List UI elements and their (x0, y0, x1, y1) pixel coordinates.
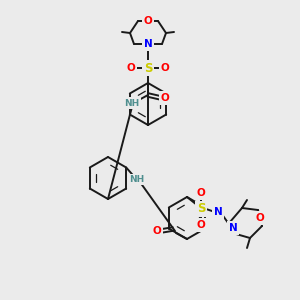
Text: O: O (160, 93, 169, 103)
Text: O: O (196, 188, 206, 198)
Text: O: O (127, 63, 135, 73)
Text: NH: NH (124, 98, 140, 107)
Text: N: N (214, 207, 222, 217)
Text: O: O (153, 226, 161, 236)
Text: S: S (144, 61, 152, 74)
Text: N: N (144, 39, 152, 49)
Text: O: O (256, 213, 264, 223)
Text: N: N (229, 223, 237, 233)
Text: O: O (196, 220, 206, 230)
Text: NH: NH (130, 175, 145, 184)
Text: O: O (144, 16, 152, 26)
Text: O: O (160, 63, 169, 73)
Text: S: S (197, 202, 205, 215)
